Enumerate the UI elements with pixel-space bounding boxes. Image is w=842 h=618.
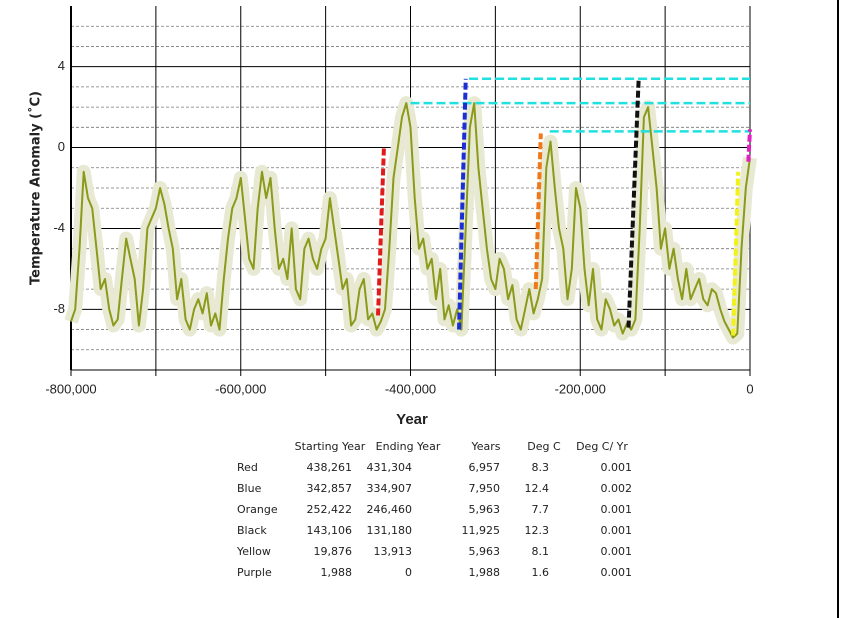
- x-axis-label: Year: [396, 411, 428, 428]
- table-row-label: Yellow: [236, 545, 271, 558]
- table-row-label: Blue: [237, 482, 262, 495]
- table-cell: 0.001: [601, 503, 633, 516]
- table-cell: 0.001: [601, 461, 633, 474]
- table-cell: 5,963: [469, 503, 501, 516]
- table-row-label: Orange: [237, 503, 278, 516]
- rise-segment: [457, 78, 468, 330]
- x-tick-label: -400,000: [385, 381, 436, 396]
- table-cell: 8.3: [532, 461, 550, 474]
- table-cell: 246,460: [367, 503, 413, 516]
- table-cell: 1,988: [321, 566, 353, 579]
- table-cell: 1.6: [532, 566, 550, 579]
- table-cell: 11,925: [462, 524, 501, 537]
- rise-segment: [731, 171, 741, 336]
- table-header: Years: [470, 440, 500, 453]
- rise-segment: [533, 133, 543, 290]
- table-cell: 12.3: [525, 524, 550, 537]
- table-cell: 13,913: [374, 545, 413, 558]
- table-cell: 6,957: [469, 461, 501, 474]
- table-cell: 19,876: [314, 545, 353, 558]
- table-cell: 1,988: [469, 566, 501, 579]
- y-tick-label: -4: [53, 220, 65, 235]
- table-cell: 8.1: [532, 545, 550, 558]
- table-cell: 0.001: [601, 524, 633, 537]
- table-cell: 7,950: [469, 482, 501, 495]
- table-cell: 0.002: [601, 482, 633, 495]
- table-header: Starting Year: [295, 440, 366, 453]
- table-cell: 12.4: [525, 482, 550, 495]
- x-tick-label: -800,000: [45, 381, 96, 396]
- x-tick-label: 0: [746, 381, 753, 396]
- y-axis-label: Temperature Anomaly (˚C): [28, 91, 44, 285]
- table-cell: 438,261: [307, 461, 353, 474]
- table-cell: 252,422: [307, 503, 353, 516]
- y-tick-label: 0: [58, 139, 65, 154]
- table-cell: 342,857: [307, 482, 353, 495]
- x-tick-label: -600,000: [215, 381, 266, 396]
- table-row-label: Red: [237, 461, 258, 474]
- table-row-label: Purple: [237, 566, 272, 579]
- table-cell: 131,180: [367, 524, 413, 537]
- rise-segment: [746, 129, 752, 162]
- y-tick-label: -8: [53, 301, 65, 316]
- table-cell: 431,304: [367, 461, 413, 474]
- y-tick-label: 4: [58, 58, 65, 73]
- table-cell: 0: [405, 566, 412, 579]
- table-header: Ending Year: [376, 440, 441, 453]
- table-cell: 334,907: [367, 482, 413, 495]
- table-header: Deg C/ Yr: [576, 440, 628, 453]
- x-tick-label: -200,000: [555, 381, 606, 396]
- table-cell: 5,963: [469, 545, 501, 558]
- table-header: Deg C: [527, 440, 561, 453]
- rise-segment: [376, 147, 386, 316]
- table-cell: 0.001: [601, 566, 633, 579]
- table-cell: 7.7: [532, 503, 550, 516]
- table-cell: 143,106: [307, 524, 353, 537]
- temperature-line: [70, 102, 751, 339]
- table-cell: 0.001: [601, 545, 633, 558]
- table-row-label: Black: [237, 524, 267, 537]
- rise-segment: [626, 78, 641, 328]
